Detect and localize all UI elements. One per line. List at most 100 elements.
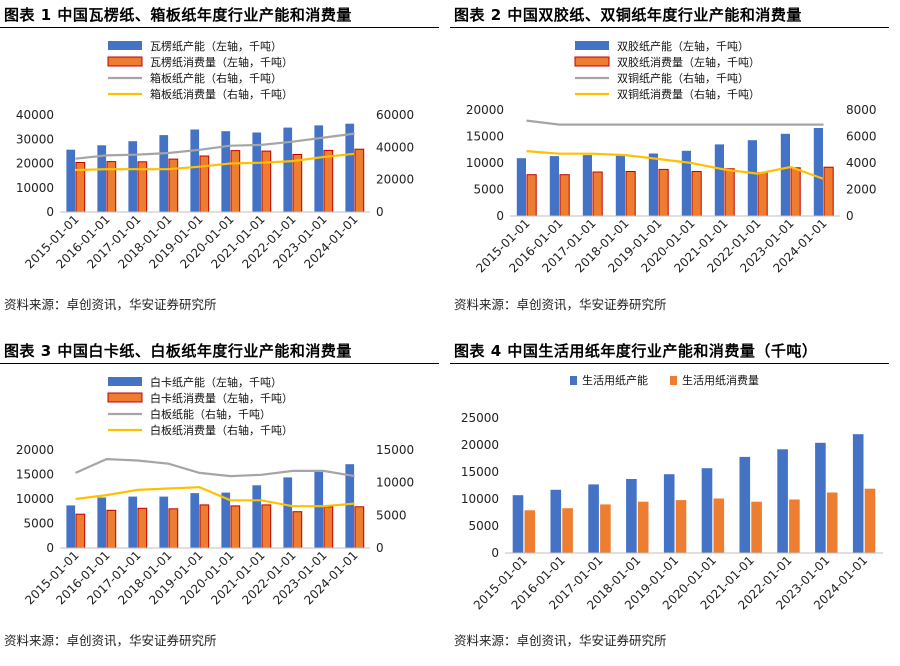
y-tick-label-left: 25000: [461, 411, 499, 425]
bar: [159, 135, 169, 212]
series-line: [75, 486, 355, 508]
y-tick-label-left: 0: [491, 546, 499, 560]
y-tick-label-left: 10000: [466, 156, 504, 170]
bar: [283, 127, 293, 212]
legend-label: 双胶纸产能（左轴，千吨）: [617, 39, 749, 53]
bar: [66, 149, 76, 212]
legend-label: 双胶纸消费量（左轴，千吨）: [617, 55, 760, 69]
bar: [252, 485, 262, 548]
bar: [221, 492, 231, 548]
bar: [323, 149, 334, 213]
bar: [230, 150, 241, 213]
y-tick-label-right: 0: [376, 541, 384, 555]
bar: [261, 504, 272, 549]
legend-label: 生活用纸产能: [582, 373, 648, 387]
legend-label: 白卡纸消费量（左轴，千吨）: [150, 391, 293, 405]
bar: [524, 510, 536, 553]
bar: [648, 153, 658, 216]
bar: [789, 499, 800, 553]
bar: [75, 513, 86, 549]
bar: [813, 128, 823, 216]
bar: [550, 489, 562, 553]
bar: [128, 141, 138, 212]
y-tick-label-left: 20000: [16, 157, 54, 171]
bar: [314, 470, 324, 548]
bar: [815, 442, 826, 553]
chart-4-svg: 05000100001500020000250002015-01-012016-…: [461, 373, 883, 612]
title-rule: [0, 363, 439, 364]
legend-label: 生活用纸消费量: [682, 373, 759, 387]
legend-swatch: [108, 41, 142, 50]
legend-label: 瓦楞纸产能（左轴，千吨）: [150, 39, 282, 53]
series-line: [75, 152, 355, 172]
bar: [681, 150, 691, 216]
legend-swatch: [574, 56, 610, 67]
bar: [826, 492, 838, 553]
legend-swatch: [107, 56, 143, 67]
bar: [159, 496, 169, 548]
bar: [345, 464, 355, 548]
bar: [582, 155, 592, 216]
bar: [592, 171, 603, 217]
legend-label: 箱板纸消费量（右轴，千吨）: [150, 87, 293, 101]
legend-label: 白板纸能（右轴，千吨）: [150, 407, 271, 421]
bar: [663, 474, 675, 553]
bar: [106, 509, 117, 549]
y-tick-label-right: 4000: [846, 156, 877, 170]
bar: [790, 167, 801, 217]
chart-2-svg: 0500010000150002000002000400060008000201…: [466, 39, 877, 275]
y-tick-label-right: 15000: [376, 443, 414, 457]
source-note: 资料来源：卓创资讯，华安证券研究所: [4, 297, 217, 312]
bar: [283, 477, 293, 548]
y-tick-label-left: 5000: [468, 519, 499, 533]
y-tick-label-right: 6000: [846, 130, 877, 144]
y-tick-label-right: 10000: [376, 476, 414, 490]
y-tick-label-right: 0: [376, 205, 384, 219]
bar: [199, 155, 210, 213]
chart-title: 图表 4 中国生活用纸年度行业产能和消费量（千吨）: [454, 342, 818, 360]
chart-title: 图表 2 中国双胶纸、双铜纸年度行业产能和消费量: [454, 6, 802, 24]
y-tick-label-right: 20000: [376, 173, 414, 187]
bar: [168, 158, 179, 213]
bar: [852, 434, 864, 553]
legend-swatch: [575, 41, 609, 50]
title-rule: [450, 27, 889, 28]
bar: [757, 172, 768, 217]
y-tick-label-left: 5000: [473, 183, 504, 197]
bar: [252, 132, 262, 212]
chart-3-svg: 050001000015000200000500010000150002015-…: [16, 375, 414, 607]
legend-label: 瓦楞纸消费量（左轴，千吨）: [150, 55, 293, 69]
y-tick-label-left: 0: [46, 541, 54, 555]
bar: [675, 500, 687, 553]
y-tick-label-left: 15000: [466, 130, 504, 144]
bar: [714, 144, 724, 216]
bar: [751, 501, 762, 553]
chart-panel-3: 图表 3 中国白卡纸、白板纸年度行业产能和消费量 0 5000 10000 15000…: [0, 336, 445, 666]
legend-swatch: [570, 376, 577, 385]
y-tick-label-left: 20000: [16, 443, 54, 457]
bar: [559, 174, 570, 217]
y-tick-label-right: 2000: [846, 183, 877, 197]
legend-swatch: [670, 376, 677, 385]
y-tick-label-left: 15000: [461, 465, 499, 479]
y-tick-label-left: 30000: [16, 132, 54, 146]
bar: [97, 497, 107, 548]
source-note: 资料来源：卓创资讯，华安证券研究所: [454, 633, 667, 648]
bar: [625, 171, 636, 217]
legend-swatch: [107, 392, 143, 403]
bar: [777, 449, 788, 553]
y-tick-label-left: 10000: [461, 492, 499, 506]
y-tick-label-left: 0: [46, 205, 54, 219]
y-tick-label-left: 20000: [461, 438, 499, 452]
chart-panel-2: 图表 2 中国双胶纸、双铜纸年度行业产能和消费量 0 5000 10000 15000…: [450, 0, 895, 330]
source-note: 资料来源：卓创资讯，华安证券研究所: [4, 633, 217, 648]
bar: [724, 168, 735, 217]
series-line: [526, 150, 824, 180]
bar: [323, 506, 334, 549]
legend-label: 双铜纸消费量（右轴，千吨）: [617, 87, 760, 101]
bar: [221, 131, 231, 212]
bar: [292, 154, 303, 213]
legend-label: 箱板纸产能（右轴，千吨）: [150, 71, 282, 85]
source-note: 资料来源：卓创资讯，华安证券研究所: [454, 297, 667, 312]
bar: [97, 145, 107, 212]
